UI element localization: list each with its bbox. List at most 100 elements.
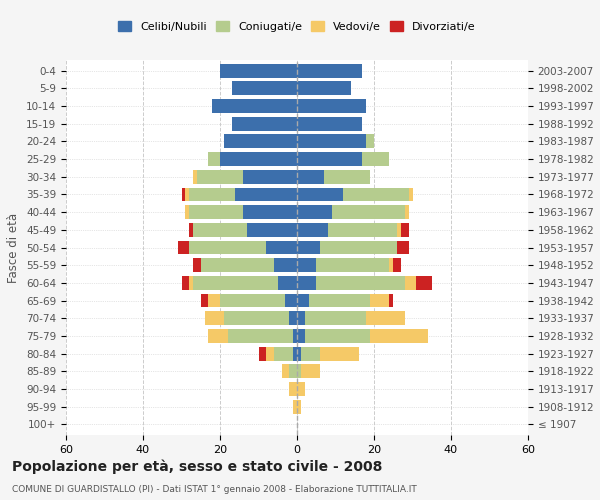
Bar — [189, 223, 193, 236]
Bar — [274, 258, 297, 272]
Bar — [332, 205, 405, 219]
Bar — [297, 400, 301, 413]
Bar — [397, 240, 409, 254]
Bar — [281, 364, 289, 378]
Bar — [247, 223, 297, 236]
Bar — [305, 312, 366, 325]
Bar — [297, 223, 328, 236]
Bar — [343, 188, 409, 202]
Bar — [185, 205, 189, 219]
Bar — [297, 117, 362, 130]
Bar — [185, 188, 189, 202]
Bar — [266, 240, 297, 254]
Bar — [293, 346, 297, 360]
Bar — [297, 329, 305, 343]
Bar — [205, 312, 224, 325]
Y-axis label: Anni di nascita: Anni di nascita — [598, 204, 600, 291]
Bar — [297, 99, 366, 113]
Bar — [189, 276, 193, 290]
Bar — [220, 294, 286, 308]
Bar — [308, 294, 370, 308]
Bar — [224, 134, 297, 148]
Bar — [178, 240, 189, 254]
Bar — [297, 170, 324, 183]
Bar — [274, 346, 293, 360]
Bar — [301, 346, 320, 360]
Bar — [289, 364, 297, 378]
Bar — [297, 134, 366, 148]
Bar — [189, 240, 266, 254]
Bar — [301, 364, 320, 378]
Bar — [193, 258, 201, 272]
Bar — [208, 152, 220, 166]
Bar — [297, 364, 301, 378]
Bar — [232, 82, 297, 95]
Bar — [220, 152, 297, 166]
Bar — [305, 329, 370, 343]
Bar — [243, 205, 297, 219]
Bar — [297, 382, 305, 396]
Bar — [297, 188, 343, 202]
Bar — [189, 205, 243, 219]
Bar — [259, 346, 266, 360]
Bar — [297, 205, 332, 219]
Bar — [289, 382, 297, 396]
Bar — [266, 346, 274, 360]
Bar — [362, 152, 389, 166]
Bar — [297, 258, 316, 272]
Bar — [182, 276, 189, 290]
Bar — [297, 276, 316, 290]
Bar — [416, 276, 432, 290]
Bar — [409, 188, 413, 202]
Bar — [320, 346, 359, 360]
Bar — [389, 294, 393, 308]
Bar — [293, 329, 297, 343]
Bar — [193, 223, 247, 236]
Bar — [193, 276, 278, 290]
Bar — [297, 82, 351, 95]
Bar — [316, 276, 405, 290]
Bar — [324, 170, 370, 183]
Bar — [197, 170, 243, 183]
Bar — [228, 329, 293, 343]
Bar — [401, 223, 409, 236]
Bar — [397, 223, 401, 236]
Bar — [208, 294, 220, 308]
Text: COMUNE DI GUARDISTALLO (PI) - Dati ISTAT 1° gennaio 2008 - Elaborazione TUTTITAL: COMUNE DI GUARDISTALLO (PI) - Dati ISTAT… — [12, 485, 417, 494]
Bar — [212, 99, 297, 113]
Bar — [278, 276, 297, 290]
Bar — [297, 64, 362, 78]
Bar — [370, 329, 428, 343]
Bar — [286, 294, 297, 308]
Text: Popolazione per età, sesso e stato civile - 2008: Popolazione per età, sesso e stato civil… — [12, 460, 382, 474]
Bar — [297, 294, 308, 308]
Bar — [243, 170, 297, 183]
Bar — [201, 294, 208, 308]
Bar — [232, 117, 297, 130]
Bar — [366, 134, 374, 148]
Bar — [316, 258, 389, 272]
Bar — [393, 258, 401, 272]
Bar — [297, 312, 305, 325]
Bar — [370, 294, 389, 308]
Bar — [320, 240, 397, 254]
Bar — [193, 170, 197, 183]
Bar — [182, 188, 185, 202]
Bar — [297, 152, 362, 166]
Bar — [297, 240, 320, 254]
Bar — [208, 329, 228, 343]
Y-axis label: Fasce di età: Fasce di età — [7, 212, 20, 282]
Bar — [220, 64, 297, 78]
Bar — [405, 205, 409, 219]
Bar — [297, 346, 301, 360]
Bar — [235, 188, 297, 202]
Bar — [328, 223, 397, 236]
Bar — [189, 188, 235, 202]
Bar — [201, 258, 274, 272]
Legend: Celibi/Nubili, Coniugati/e, Vedovi/e, Divorziati/e: Celibi/Nubili, Coniugati/e, Vedovi/e, Di… — [114, 17, 480, 36]
Bar — [405, 276, 416, 290]
Bar — [224, 312, 289, 325]
Bar — [289, 312, 297, 325]
Bar — [293, 400, 297, 413]
Bar — [389, 258, 393, 272]
